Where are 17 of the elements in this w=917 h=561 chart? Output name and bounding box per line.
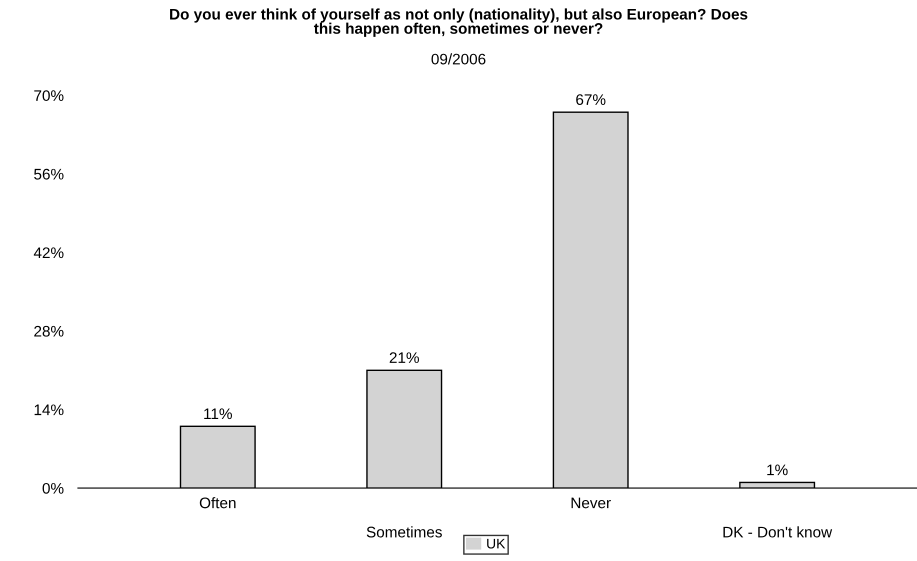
data-label: 11% [204, 408, 232, 420]
x-tick-label: Never [572, 498, 611, 508]
x-tick-label: DK - Don't know [723, 526, 832, 538]
legend-label: UK [487, 538, 506, 549]
chart-title: Do you ever think of yourself as not only (nationality), but also European? Does this happen often, sometimes or never? [170, 8, 748, 37]
y-tick-label: 56% [34, 168, 64, 180]
y-tick-label: 0% [42, 482, 64, 494]
y-tick-label: 28% [34, 326, 64, 337]
data-label: 21% [390, 352, 419, 364]
chart-subtitle: 09/2006 [431, 53, 486, 65]
x-tick-label: Sometimes [366, 526, 442, 538]
x-tick-label: Often [200, 497, 236, 508]
y-tick-label: 70% [34, 90, 64, 102]
y-tick-label: 42% [34, 247, 64, 258]
y-tick-label: 14% [34, 404, 64, 416]
data-label: 67% [576, 94, 606, 106]
data-label: 1% [767, 464, 788, 476]
